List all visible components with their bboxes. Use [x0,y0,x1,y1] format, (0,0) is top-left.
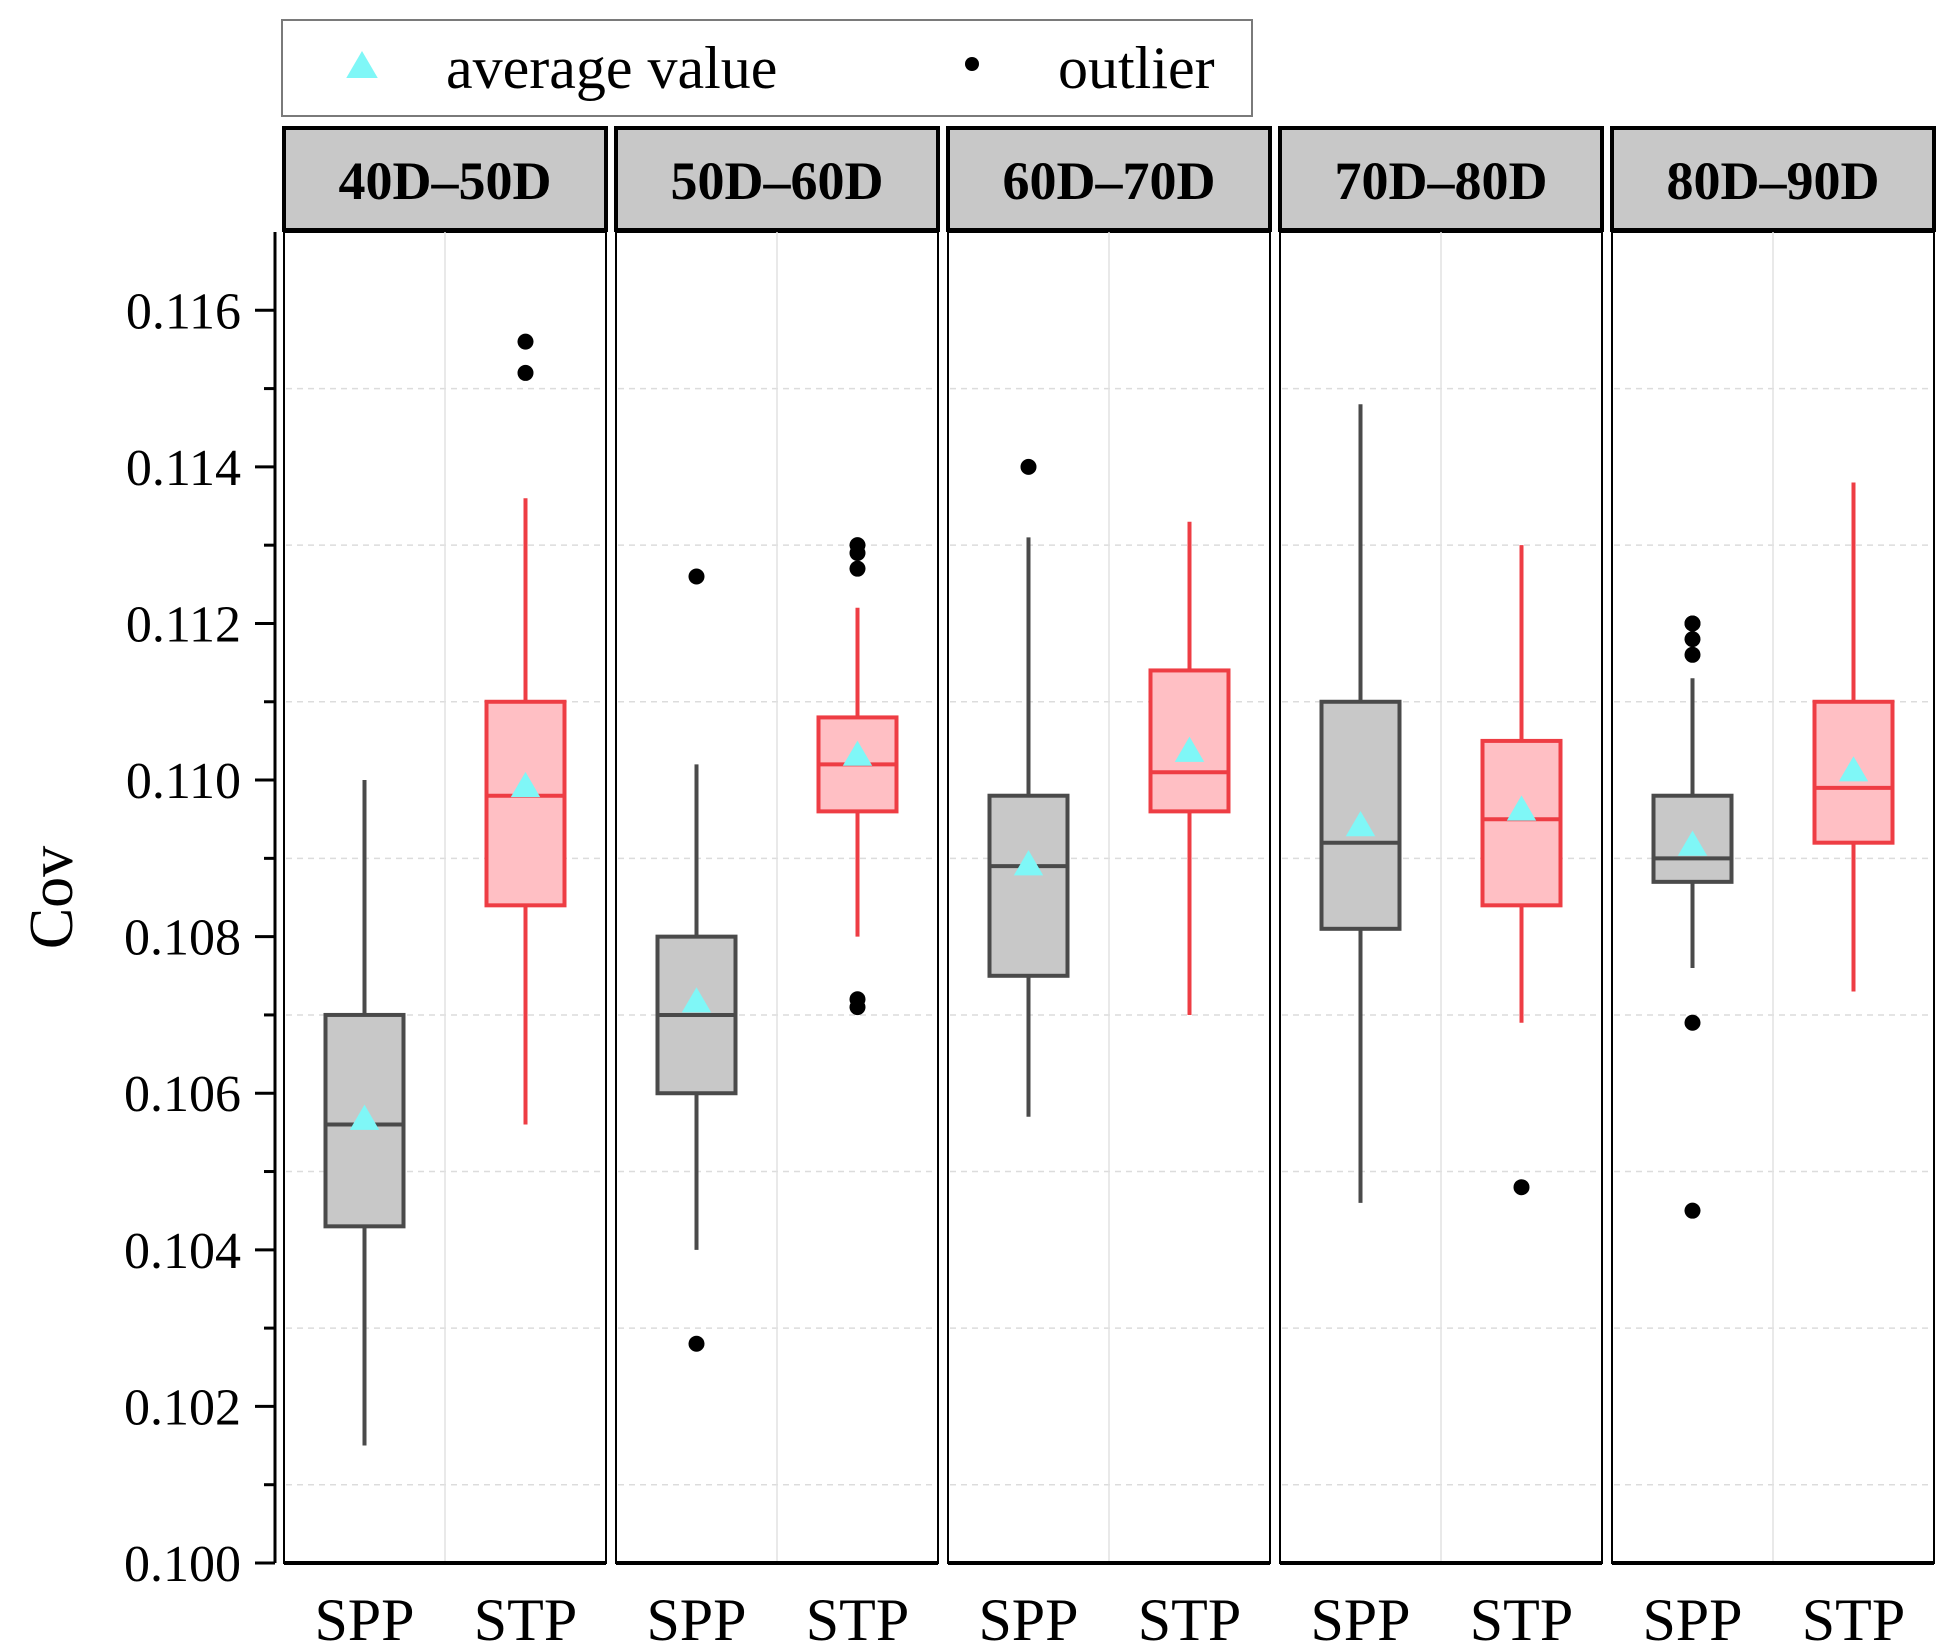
box-spp [1319,404,1402,1203]
outlier-point [688,1335,705,1352]
outlier-point [849,999,866,1016]
y-tick-label: 0.106 [124,1066,241,1123]
box-spp [655,568,738,1352]
box-iqr [1319,699,1402,931]
outlier-point [849,545,866,562]
x-tick-label: SPP [646,1587,746,1648]
outlier-point [1684,1014,1701,1031]
y-tick-label: 0.114 [126,440,241,497]
box-stp [816,537,899,1016]
box-stp [1148,521,1231,1015]
legend-outlier-marker [965,57,979,71]
mean-marker [1677,830,1708,856]
outlier-point [517,333,534,350]
legend-average-label: average value [446,35,777,101]
legend-outlier-label: outlier [1058,35,1215,101]
y-tick-label: 0.100 [124,1536,241,1593]
x-tick-label: STP [1802,1587,1905,1648]
legend: average value outlier [281,19,1253,117]
panel-strip [282,126,608,232]
legend-box [281,19,1253,117]
y-tick-label: 0.110 [126,753,241,810]
box-spp [987,458,1070,1117]
box-iqr [987,793,1070,978]
panel-strip [1610,126,1936,232]
outlier-point [1684,646,1701,663]
x-tick-label: SPP [978,1587,1078,1648]
mean-marker [349,1104,380,1130]
panel-strip-label: 70D–80D [1335,151,1548,211]
x-tick-label: STP [1470,1587,1573,1648]
y-tick-label: 0.102 [124,1379,241,1436]
legend-average-marker [346,51,378,78]
x-tick-label: SPP [314,1587,414,1648]
panel-5: 80D–90D SPP STP [1610,126,1936,1648]
outlier-point [1020,458,1037,475]
outlier-point [1684,631,1701,648]
x-tick-label: STP [474,1587,577,1648]
mean-marker [681,987,712,1013]
box-stp [1480,545,1563,1196]
panel-1: 40D–50D SPP STP [282,126,608,1648]
mean-marker [842,740,873,766]
mean-marker [1013,850,1044,876]
y-tick-label: 0.112 [126,596,241,653]
panel-strip-label: 80D–90D [1667,151,1880,211]
outlier-point [1684,615,1701,632]
mean-marker [510,771,541,798]
mean-marker [1506,795,1537,821]
panel-strip-label: 40D–50D [339,151,552,211]
x-tick-label: SPP [1642,1587,1742,1648]
mean-marker [1174,736,1205,762]
panel-3: 60D–70D SPP STP [946,126,1272,1648]
box-spp [1651,615,1734,1219]
panel-2: 50D–60D SPP STP [614,126,940,1648]
outlier-point [1684,1202,1701,1219]
y-tick-label: 0.108 [124,910,241,967]
y-tick-label: 0.116 [126,283,241,340]
mean-marker [1345,811,1376,837]
panel-4: 70D–80D SPP STP [1278,126,1604,1648]
x-tick-label: STP [806,1587,909,1648]
panel-strip-label: 50D–60D [671,151,884,211]
x-tick-label: STP [1138,1587,1241,1648]
panel-strip-label: 60D–70D [1003,151,1216,211]
box-spp [323,780,406,1446]
outlier-point [1513,1179,1530,1196]
outlier-point [849,560,866,577]
box-stp [484,333,567,1125]
y-axis: 0.100 0.102 0.104 0.106 0.108 0.110 0.112 0.114… [124,232,277,1593]
box-iqr [1651,793,1734,884]
panel-strip [1278,126,1604,232]
mean-marker [1838,756,1869,782]
box-iqr [1480,738,1563,908]
box-stp [1812,482,1895,992]
panel-strip [946,126,1272,232]
y-axis-title: Cov [18,846,86,949]
y-tick-label: 0.104 [124,1223,241,1280]
x-tick-label: SPP [1310,1587,1410,1648]
box-iqr [484,699,567,908]
outlier-point [688,568,705,585]
outlier-point [517,364,534,381]
y-axis-title-group: Cov [18,846,86,949]
panel-strip [614,126,940,232]
